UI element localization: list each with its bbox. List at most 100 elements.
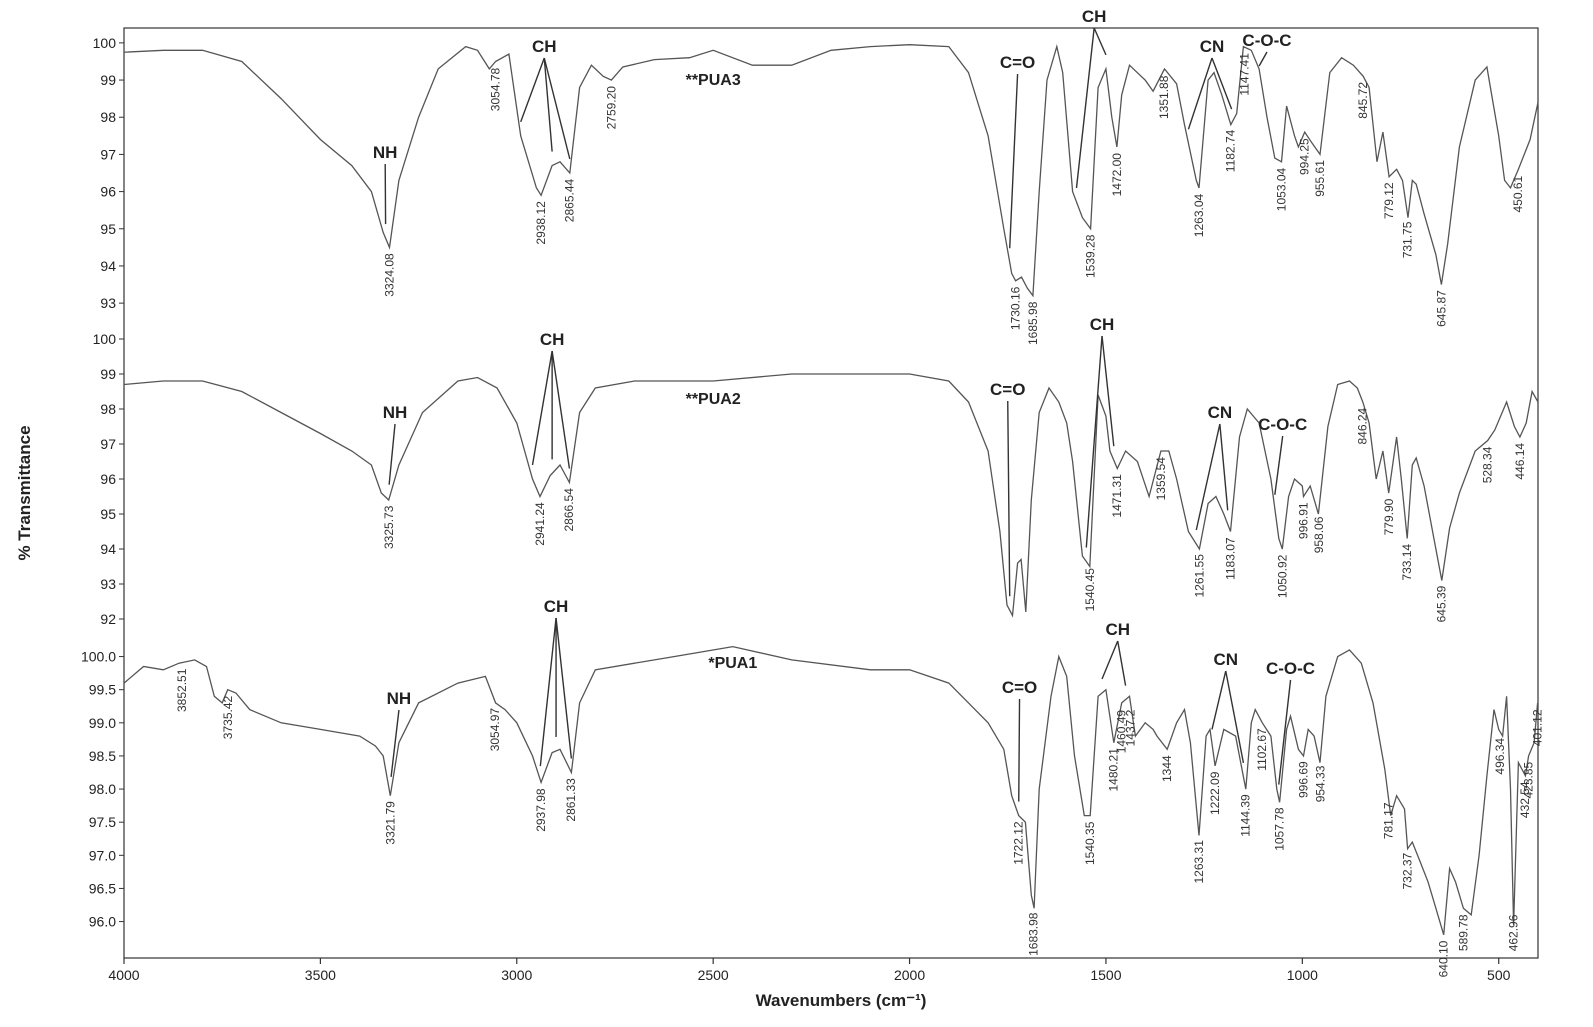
y-tick-label: 100.0 — [81, 649, 116, 665]
group-pointer-line — [539, 617, 557, 767]
peak-label: 645.39 — [1435, 585, 1449, 622]
y-tick-label: 97.0 — [89, 847, 116, 863]
peak-label: 462.96 — [1506, 914, 1520, 951]
group-label: CN — [1200, 37, 1225, 56]
group-label: CH — [1082, 7, 1107, 26]
y-tick-label: 97 — [100, 436, 116, 452]
peak-label: 1359.54 — [1154, 457, 1168, 501]
peak-label: 640.10 — [1437, 940, 1451, 977]
peak-label: 1460.49 — [1115, 710, 1129, 754]
panel-2: 100 99 98 97 96 95 94 93 92 **PUA2 3325.73 2941.24 2… — [93, 315, 1539, 627]
group-pointer-line — [1009, 73, 1019, 249]
group-label: C-O-C — [1242, 31, 1291, 50]
peak-label: 846.24 — [1356, 407, 1370, 444]
x-tick-label: 2000 — [894, 967, 925, 983]
peak-label: 3054.78 — [488, 67, 502, 111]
y-tick-label: 94 — [100, 541, 116, 557]
series-line — [123, 373, 1539, 618]
group-label: CN — [1213, 650, 1238, 669]
peak-label: 1182.74 — [1224, 129, 1238, 172]
peak-label: 1351.88 — [1157, 75, 1171, 119]
group-pointer-line — [1195, 423, 1221, 531]
peak-label: 496.34 — [1493, 738, 1507, 775]
peak-label: 2861.33 — [564, 778, 578, 822]
group-pointer-line — [1211, 670, 1227, 730]
peak-label: 1102.67 — [1255, 728, 1269, 771]
peak-label: 1480.21 — [1107, 748, 1121, 792]
peak-label: 1147.41 — [1237, 53, 1251, 96]
y-tick-label: 96.0 — [89, 914, 116, 930]
y-tick-label: 92 — [100, 611, 116, 627]
series-name-label: *PUA1 — [708, 655, 757, 672]
group-pointer-line — [1211, 57, 1233, 110]
group-label: CH — [544, 597, 569, 616]
y-tick-label: 97 — [100, 146, 116, 162]
group-pointer-line — [1219, 423, 1229, 511]
peak-label: 955.61 — [1313, 160, 1327, 197]
peak-label: 2938.12 — [534, 201, 548, 245]
y-tick-label: 94 — [100, 258, 116, 274]
group-pointer-line — [1007, 400, 1011, 597]
series-name-label: **PUA3 — [686, 72, 741, 89]
group-pointer-line — [1117, 640, 1127, 686]
y-tick-label: 99 — [100, 72, 116, 88]
y-tick-label: 97.5 — [89, 814, 116, 830]
group-pointer-line — [543, 57, 571, 160]
peak-label: 1263.04 — [1192, 193, 1206, 237]
group-pointer-line — [1101, 640, 1119, 680]
group-pointer-line — [543, 57, 553, 152]
peak-label: 1437.2 — [1124, 709, 1138, 746]
peak-label: 1722.12 — [1012, 821, 1026, 865]
peak-label: 1683.98 — [1027, 912, 1041, 956]
peak-label: 446.14 — [1513, 443, 1527, 480]
peak-label: 954.33 — [1313, 765, 1327, 802]
peak-label: 2759.20 — [604, 86, 618, 130]
peak-label: 1144.39 — [1239, 794, 1253, 837]
peak-label: 779.12 — [1382, 182, 1396, 219]
peak-label: 958.06 — [1312, 516, 1326, 553]
group-label: C=O — [1000, 53, 1035, 72]
peak-label: 996.69 — [1297, 761, 1311, 798]
group-label: CH — [1090, 315, 1115, 334]
peak-label: 996.91 — [1297, 502, 1311, 539]
peak-label: 733.14 — [1400, 544, 1414, 581]
y-tick-label: 98.5 — [89, 748, 116, 764]
x-tick-label: 1500 — [1090, 967, 1121, 983]
group-pointer-line — [1085, 335, 1103, 548]
x-tick-label: 3500 — [305, 967, 336, 983]
peak-label: 1183.07 — [1223, 537, 1237, 580]
peak-label: 645.87 — [1434, 290, 1448, 327]
y-tick-label: 93 — [100, 295, 116, 311]
group-label: CH — [540, 330, 565, 349]
peak-label: 779.90 — [1382, 498, 1396, 535]
peak-label: 432.54 — [1518, 781, 1532, 818]
peak-label: 1344 — [1160, 755, 1174, 782]
peak-label: 589.78 — [1457, 914, 1471, 951]
peak-label: 1053.04 — [1275, 167, 1289, 211]
peak-label: 3852.51 — [175, 668, 189, 712]
y-tick-label: 93 — [100, 576, 116, 592]
y-tick-label: 99.0 — [89, 715, 116, 731]
group-pointer-line — [1258, 51, 1268, 67]
group-pointer-line — [531, 350, 553, 466]
peak-label: 994.25 — [1298, 138, 1312, 175]
peak-label: 423.85 — [1522, 761, 1536, 798]
peak-label: 1222.09 — [1208, 771, 1222, 815]
y-tick-label: 96 — [100, 184, 116, 200]
x-tick-label: 2500 — [698, 967, 729, 983]
peak-label: 781.17 — [1381, 802, 1395, 839]
x-tick-label: 3000 — [501, 967, 532, 983]
x-tick-label: 1000 — [1287, 967, 1318, 983]
group-pointer-line — [520, 57, 545, 123]
peak-label: 401.12 — [1531, 709, 1545, 746]
panel-3: 100.0 99.5 99.0 98.5 98.0 97.5 97.0 96.5 96.0 *PU… — [81, 597, 1545, 977]
peak-label: 732.37 — [1401, 852, 1415, 889]
group-label: C=O — [1002, 678, 1037, 697]
peak-label: 1050.92 — [1275, 554, 1289, 598]
group-pointer-line — [388, 423, 396, 485]
group-pointer-line — [555, 617, 573, 759]
y-tick-label: 99 — [100, 366, 116, 382]
peak-label: 1539.28 — [1084, 234, 1098, 278]
group-label: NH — [373, 143, 398, 162]
